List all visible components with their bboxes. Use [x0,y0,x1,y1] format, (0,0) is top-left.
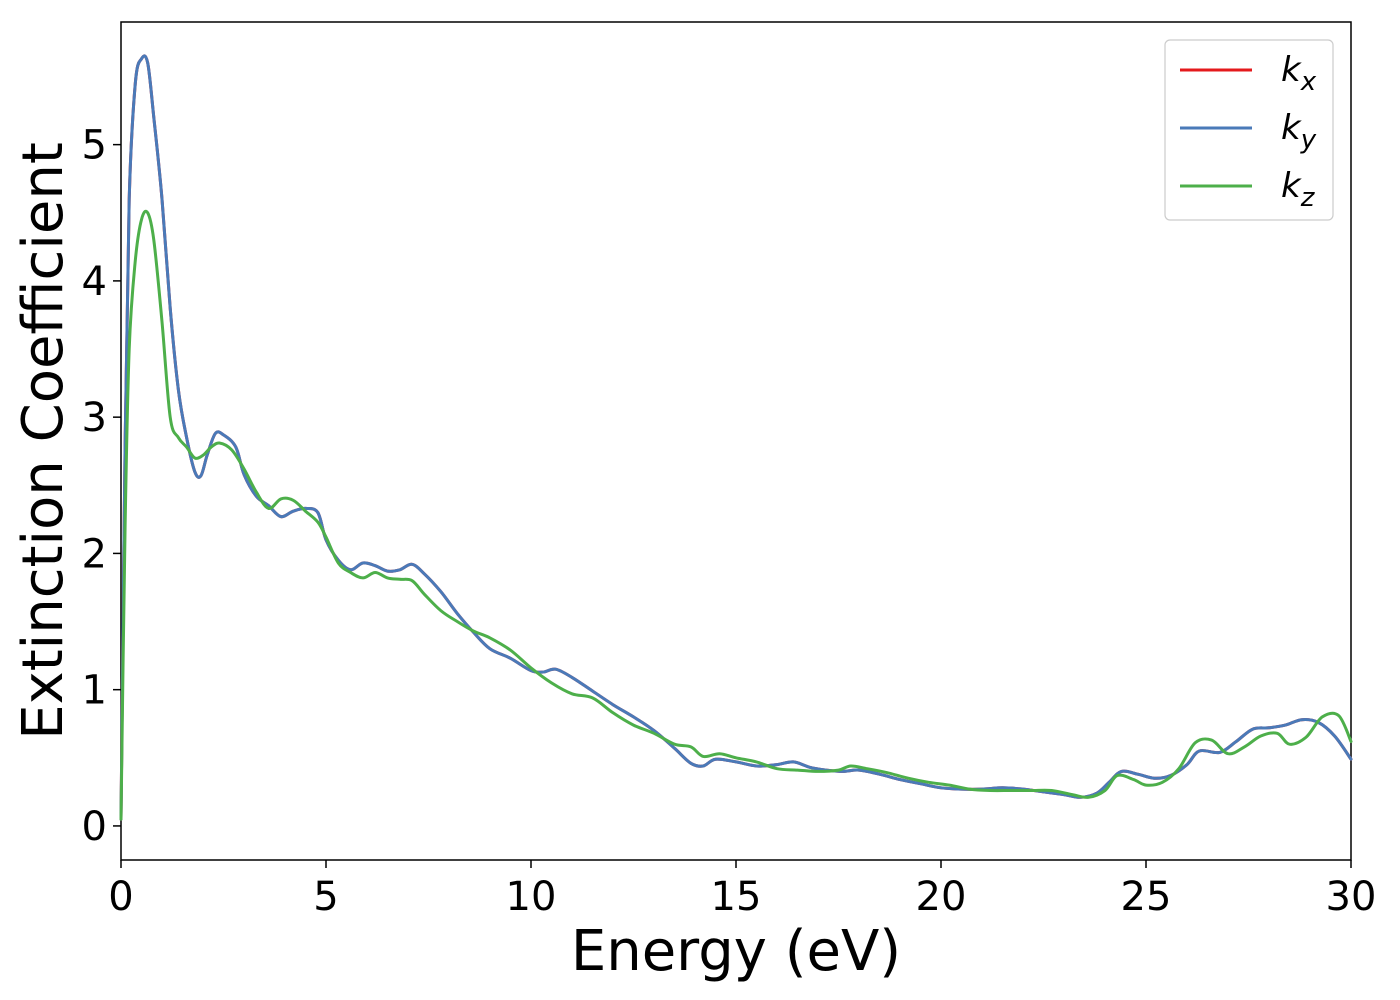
y-axis-title: Extinction Coefficient [11,142,76,740]
x-tick-label: 25 [1121,874,1172,920]
legend-subscript: x [1300,67,1317,97]
x-axis-title: Energy (eV) [571,919,901,984]
series-line-kz [119,209,1353,821]
x-tick-label: 20 [916,874,967,920]
series-layer [119,54,1353,821]
legend-subscript: y [1300,125,1317,155]
y-tick-label: 4 [82,259,107,305]
y-axis-ticks: 0 1 2 3 4 5 [82,123,121,850]
legend-subscript: z [1300,183,1316,213]
x-tick-label: 15 [711,874,762,920]
y-tick-label: 5 [82,123,107,169]
x-tick-label: 0 [108,874,133,920]
x-tick-label: 10 [506,874,557,920]
y-tick-label: 0 [82,804,107,850]
y-tick-label: 3 [82,395,107,441]
legend-box [1164,39,1334,221]
y-tick-label: 2 [82,531,107,577]
y-tick-label: 1 [82,668,107,714]
x-tick-label: 30 [1326,874,1377,920]
x-tick-label: 5 [313,874,338,920]
x-axis-ticks: 0 5 10 15 20 25 30 [108,860,1376,920]
